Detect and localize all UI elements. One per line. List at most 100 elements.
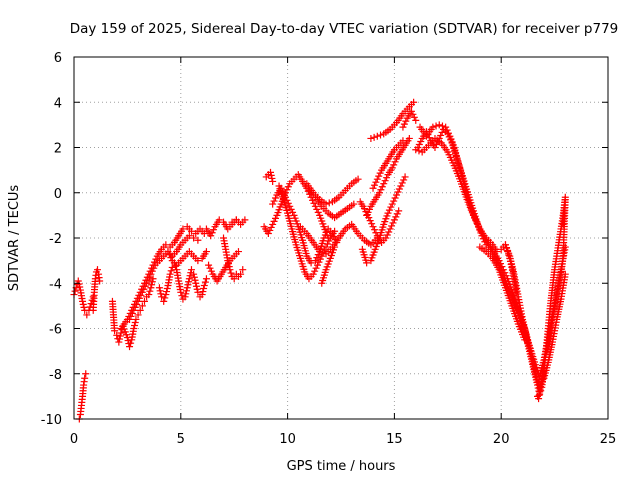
data-point — [377, 131, 385, 139]
data-point — [503, 244, 511, 252]
data-point — [382, 234, 390, 242]
data-point — [116, 335, 124, 343]
data-point — [393, 210, 401, 218]
data-point — [284, 199, 292, 207]
data-point — [364, 208, 372, 216]
data-point — [198, 291, 206, 299]
data-point — [309, 270, 317, 278]
data-point — [207, 232, 215, 240]
data-point — [134, 311, 142, 319]
data-point — [354, 175, 362, 183]
data-point — [363, 211, 371, 219]
data-point — [192, 282, 200, 290]
data-point — [224, 257, 232, 265]
data-point — [443, 126, 451, 134]
data-point — [350, 200, 358, 208]
data-point — [412, 146, 420, 154]
y-tick-label: 4 — [54, 96, 62, 111]
data-point — [331, 227, 339, 235]
data-point — [512, 288, 520, 296]
data-point — [187, 227, 195, 235]
series-s — [303, 175, 362, 208]
data-point — [388, 222, 396, 230]
data-point — [310, 199, 318, 207]
data-point — [201, 278, 209, 286]
data-point — [147, 284, 155, 292]
data-point — [505, 251, 513, 259]
data-points — [70, 98, 569, 423]
x-tick-label: 0 — [70, 432, 78, 447]
data-point — [394, 188, 402, 196]
x-tick-label: 5 — [177, 432, 185, 447]
data-point — [507, 260, 515, 268]
data-point — [270, 217, 278, 225]
data-point — [283, 186, 291, 194]
data-point — [239, 266, 247, 274]
data-point — [368, 220, 376, 228]
data-point — [191, 276, 199, 284]
data-point — [241, 216, 249, 224]
data-point — [225, 263, 233, 271]
data-point — [152, 255, 160, 263]
data-point — [115, 338, 123, 346]
data-point — [289, 208, 297, 216]
data-point — [193, 285, 201, 293]
data-point — [269, 200, 277, 208]
data-point — [388, 200, 396, 208]
data-point — [93, 266, 101, 274]
data-point — [145, 291, 153, 299]
data-point — [140, 297, 148, 305]
data-point — [392, 213, 400, 221]
data-point — [267, 171, 275, 179]
data-point — [183, 284, 191, 292]
data-point — [138, 302, 146, 310]
series-ae — [501, 241, 520, 296]
data-point — [373, 175, 381, 183]
data-point — [378, 183, 386, 191]
data-point — [148, 267, 156, 275]
data-point — [113, 331, 121, 339]
data-point — [390, 161, 398, 169]
data-point — [200, 285, 208, 293]
series-af — [534, 196, 569, 403]
data-point — [190, 270, 198, 278]
data-point — [130, 306, 138, 314]
data-point — [398, 179, 406, 187]
data-point — [145, 273, 153, 281]
data-point — [134, 297, 142, 305]
x-tick-label: 10 — [279, 432, 296, 447]
data-point — [268, 174, 276, 182]
data-point — [131, 318, 139, 326]
series-l — [228, 216, 249, 228]
data-point — [320, 234, 328, 242]
data-point — [318, 252, 326, 260]
data-point — [163, 288, 171, 296]
y-tick-label: -2 — [49, 232, 62, 247]
data-point — [167, 267, 175, 275]
data-point — [190, 234, 198, 242]
data-point — [395, 207, 403, 215]
y-tick-label: -6 — [49, 323, 62, 338]
data-point — [432, 122, 440, 130]
data-point — [287, 205, 295, 213]
series-z — [399, 107, 420, 131]
data-point — [205, 261, 213, 269]
data-point — [366, 217, 374, 225]
y-tick-label: -4 — [49, 277, 62, 292]
data-point — [383, 174, 391, 182]
data-point — [438, 122, 446, 130]
data-point — [157, 290, 165, 298]
data-point — [363, 259, 371, 267]
data-point — [383, 231, 391, 239]
data-point — [178, 292, 186, 300]
data-point — [177, 288, 185, 296]
data-point — [185, 275, 193, 283]
series-k — [220, 234, 247, 283]
data-point — [162, 291, 170, 299]
series-m — [260, 171, 332, 242]
data-point — [156, 287, 164, 295]
data-point — [400, 120, 408, 128]
data-point — [181, 293, 189, 301]
y-tick-label: -10 — [41, 413, 62, 428]
